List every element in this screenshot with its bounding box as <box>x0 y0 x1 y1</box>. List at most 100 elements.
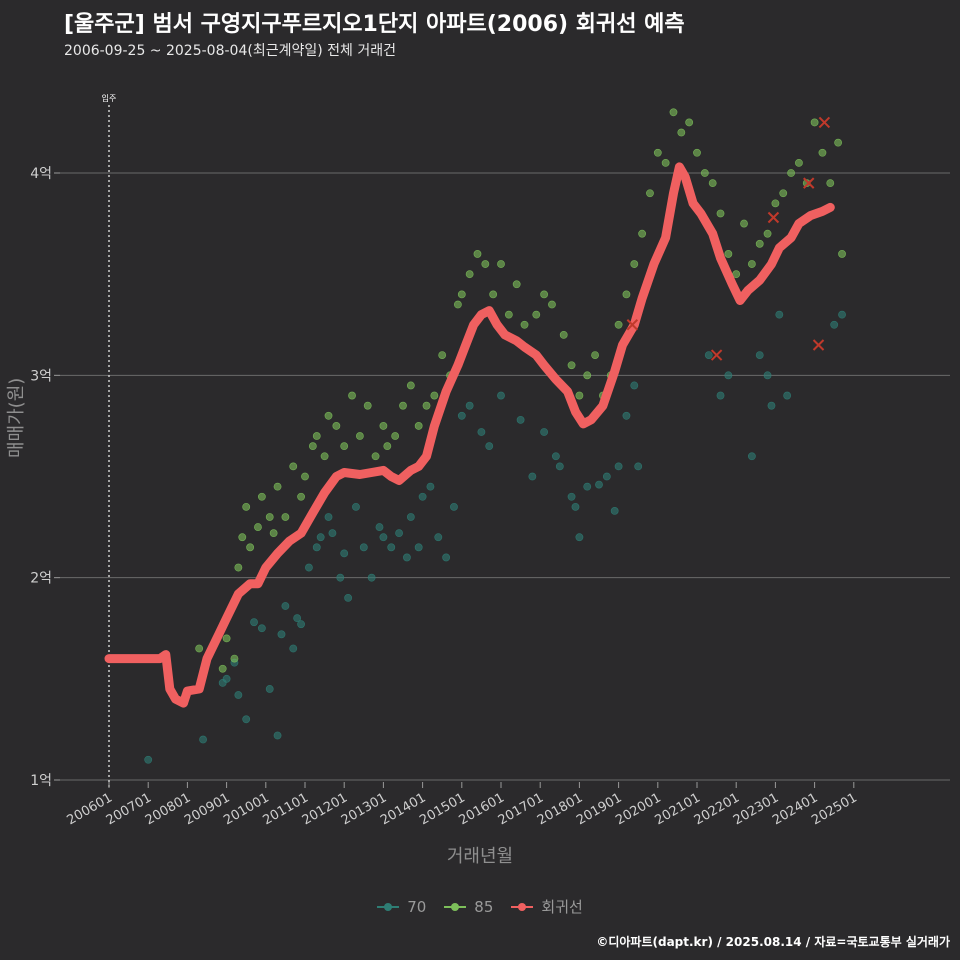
series-85-point <box>414 422 423 430</box>
series-85-point <box>242 502 251 511</box>
series-85-point <box>273 482 282 491</box>
series-85-point <box>740 219 748 228</box>
y-axis: 1억 2억 3억 4억 <box>30 166 60 789</box>
series-85-point <box>826 179 835 188</box>
cancelled-trade-marker <box>626 319 639 331</box>
cancelled-trade-marker <box>767 211 780 224</box>
legend: 70 85 회귀선 <box>0 896 960 917</box>
series-70-point <box>144 755 153 764</box>
series-70-point <box>477 428 486 436</box>
series-70-point <box>442 553 451 562</box>
series-70-point <box>340 549 349 558</box>
legend-label-regression: 회귀선 <box>541 898 583 916</box>
series-70-point <box>583 482 592 491</box>
cancel-stroke <box>710 349 723 361</box>
series-85-point <box>622 290 631 299</box>
series-85-point <box>281 513 290 521</box>
legend-item-regression: 회귀선 <box>511 896 583 917</box>
series-70-points <box>144 310 846 764</box>
cancel-stroke <box>626 319 639 331</box>
series-70-point <box>516 415 525 424</box>
series-85-point <box>489 290 498 299</box>
series-85-point <box>465 270 474 279</box>
legend-item-70: 70 <box>377 896 426 917</box>
source-caption: ©디아파트(dapt.kr) / 2025.08.14 / 자료=국토교통부 실… <box>596 935 950 949</box>
series-70-point <box>281 602 290 610</box>
series-85-point <box>787 169 795 177</box>
y-axis-label: 매매가(원) <box>6 377 27 458</box>
series-85-point <box>716 209 725 218</box>
series-85-point <box>324 411 333 420</box>
cancelled-trade-markers <box>626 116 831 361</box>
series-70-point <box>783 391 792 400</box>
cancelled-trade-marker <box>818 116 831 129</box>
series-70-point <box>747 452 756 461</box>
series-85-point <box>504 310 513 319</box>
series-85-point <box>218 664 227 673</box>
cancelled-trade-marker <box>710 349 723 361</box>
cancel-stroke <box>818 116 831 129</box>
series-70-point <box>316 533 325 542</box>
chart-subtitle: 2006-09-25 ~ 2025-08-04(최근계약일) 전체 거래건 <box>64 43 396 59</box>
series-85-point <box>497 260 505 268</box>
series-85-point <box>430 391 439 400</box>
series-70-point <box>250 618 258 627</box>
x-axis-label: 거래년월 <box>446 846 514 867</box>
series-70-point <box>610 506 619 515</box>
series-70-point <box>406 513 415 521</box>
series-70-point <box>555 462 564 471</box>
series-70-point <box>614 462 623 471</box>
series-85-point <box>724 250 733 258</box>
series-70-point <box>528 472 537 481</box>
series-70-point <box>450 502 458 511</box>
series-85-point <box>685 118 694 127</box>
move-in-annotation: 입주 <box>102 94 116 788</box>
series-85-point <box>297 492 305 501</box>
legend-item-85: 85 <box>444 896 493 917</box>
series-85-point <box>838 250 846 258</box>
series-85-point <box>818 148 827 157</box>
series-85-point <box>834 138 843 147</box>
series-85-point <box>246 543 255 552</box>
series-85-point <box>383 442 392 451</box>
series-85-points <box>195 108 846 673</box>
series-85-point <box>371 452 380 461</box>
series-70-point <box>375 523 384 531</box>
series-70-point <box>387 543 396 552</box>
series-70-point <box>602 472 611 481</box>
chart-title: [울주군] 범서 구영지구푸르지오1단지 아파트(2006) 회귀선 예측 <box>64 12 685 37</box>
series-85-point <box>348 391 356 400</box>
cancel-stroke <box>812 339 825 351</box>
series-85-point <box>747 260 756 268</box>
series-85-point <box>771 199 780 208</box>
series-70-point <box>485 442 494 451</box>
series-85-point <box>234 563 243 572</box>
series-85-point <box>520 320 529 329</box>
series-70-point <box>497 391 505 400</box>
series-70-point <box>724 371 733 380</box>
series-70-point <box>775 310 784 319</box>
series-85-point <box>653 148 662 157</box>
series-85-point <box>669 108 678 117</box>
series-85-point <box>257 492 266 501</box>
regression-path <box>104 162 835 708</box>
series-85-point <box>399 401 407 410</box>
legend-key-85 <box>444 902 467 912</box>
x-tick-label: 202501 <box>809 790 859 828</box>
series-85-point <box>453 300 462 309</box>
series-85-point <box>693 148 701 157</box>
series-85-point <box>677 128 686 137</box>
grid-lines <box>60 172 950 781</box>
series-70-point <box>359 543 368 552</box>
series-70-point <box>838 310 846 319</box>
series-70-point <box>293 614 302 623</box>
series-85-point <box>340 442 349 451</box>
series-85-point <box>567 361 576 370</box>
series-70-point <box>403 553 411 562</box>
series-85-point <box>638 229 647 238</box>
series-85-point <box>661 158 670 167</box>
series-85-point <box>795 158 803 167</box>
series-85-point <box>763 229 772 238</box>
series-85-point <box>532 310 541 319</box>
